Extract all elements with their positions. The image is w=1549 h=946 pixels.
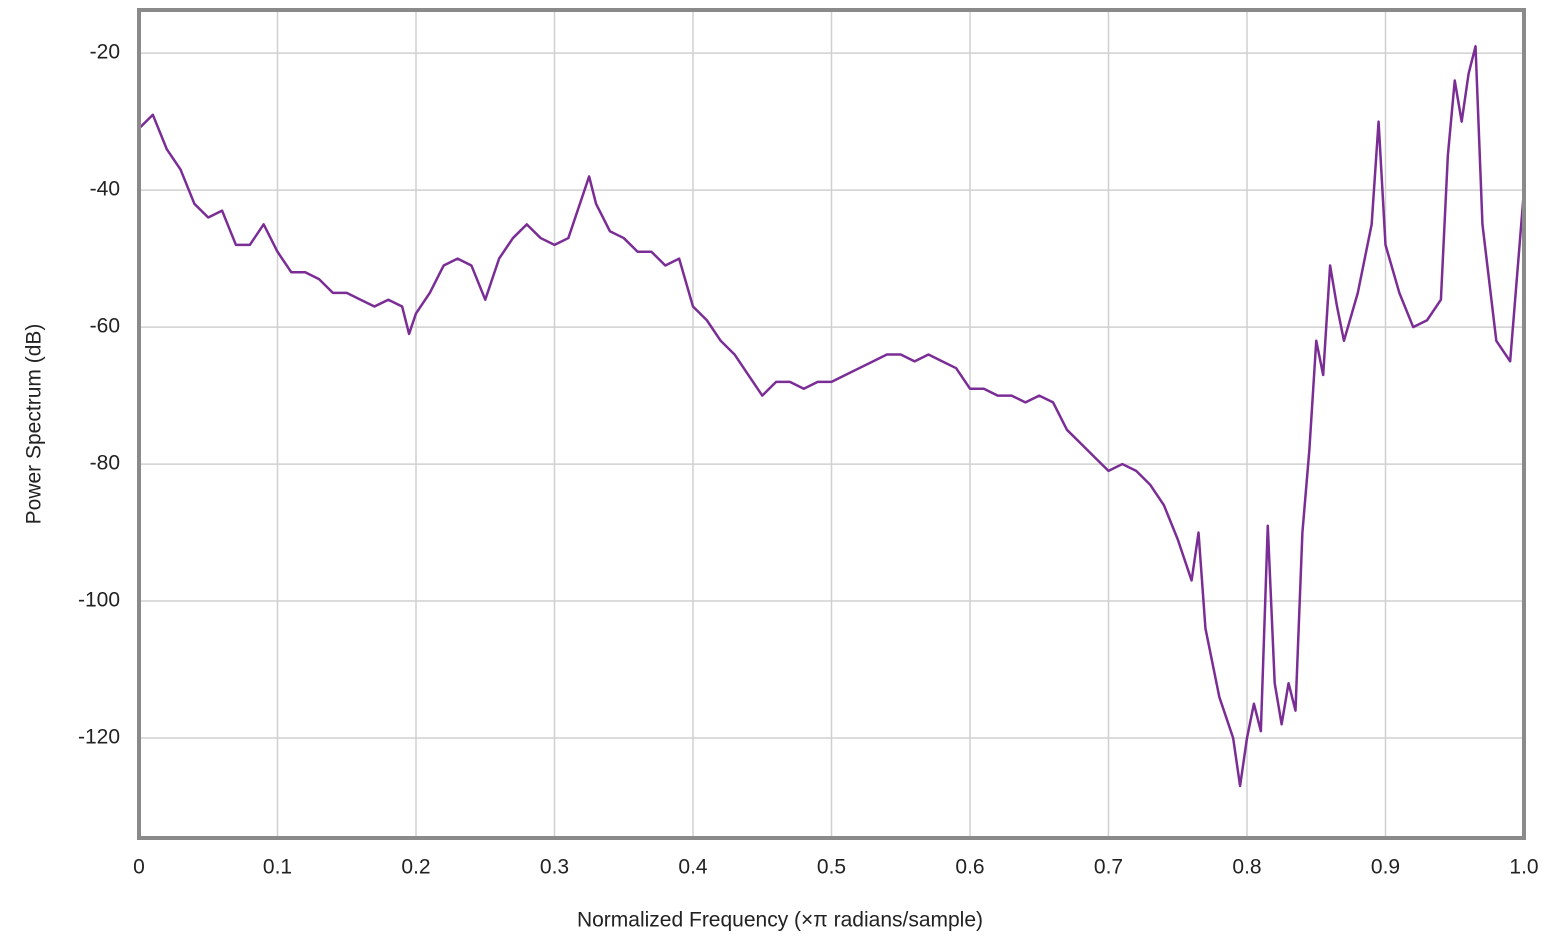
x-tick-label: 0.5 xyxy=(817,856,846,879)
x-tick-label: 0.8 xyxy=(1232,856,1261,879)
y-tick-label: -100 xyxy=(78,589,120,612)
plot-frame xyxy=(137,8,1526,840)
x-tick-label: 0.3 xyxy=(540,856,569,879)
y-tick-label: -40 xyxy=(90,178,120,201)
x-tick-label: 0.1 xyxy=(263,856,292,879)
x-tick-label: 0.6 xyxy=(955,856,984,879)
y-tick-label: -120 xyxy=(78,726,120,749)
x-tick-label: 0.4 xyxy=(678,856,708,879)
x-tick-label: 1.0 xyxy=(1509,856,1538,879)
x-tick-label: 0.7 xyxy=(1094,856,1123,879)
x-tick-label: 0.9 xyxy=(1371,856,1400,879)
y-tick-label: -20 xyxy=(90,41,120,64)
y-tick-label: -60 xyxy=(90,315,120,338)
y-axis-label: Power Spectrum (dB) xyxy=(23,324,46,525)
x-tick-label: 0 xyxy=(133,856,145,879)
data-line xyxy=(138,45,1526,788)
x-axis-label: Normalized Frequency (×π radians/sample) xyxy=(577,909,983,932)
y-tick-label: -80 xyxy=(90,452,120,475)
x-tick-label: 0.2 xyxy=(401,856,430,879)
